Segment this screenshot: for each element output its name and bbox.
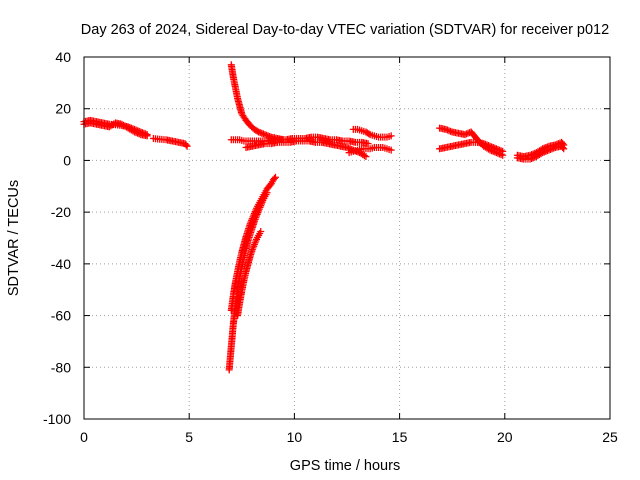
series-arc-2 xyxy=(80,119,151,140)
y-tick-label: -20 xyxy=(51,204,71,220)
x-tick-labels: 0 5 10 15 20 25 xyxy=(80,429,618,445)
chart-title: Day 263 of 2024, Sidereal Day-to-day VTE… xyxy=(81,22,609,38)
series-arc-13 xyxy=(436,138,507,155)
y-tick-label: 20 xyxy=(55,101,71,117)
data-point xyxy=(499,147,507,155)
data-point xyxy=(271,173,279,181)
series-arc-7 xyxy=(349,125,395,141)
y-axis-title: SDTVAR / TECUs xyxy=(6,180,22,296)
x-axis-title: GPS time / hours xyxy=(290,458,400,474)
y-tick-label: -80 xyxy=(51,359,71,375)
data-point xyxy=(257,228,265,236)
series-arc-8 xyxy=(345,144,395,157)
x-tick-label: 5 xyxy=(185,429,193,445)
series-arc-11 xyxy=(234,228,265,320)
data-point xyxy=(387,146,395,154)
data-point xyxy=(559,140,567,148)
data-point xyxy=(183,142,191,150)
plot-frame xyxy=(83,56,611,420)
x-tick-label: 10 xyxy=(287,429,303,445)
data-point xyxy=(387,132,395,140)
x-tick-label: 15 xyxy=(392,429,408,445)
grid-lines xyxy=(84,57,610,419)
y-tick-label: -100 xyxy=(43,411,71,427)
data-point xyxy=(537,146,545,154)
series-arc-3 xyxy=(149,134,191,150)
data-point xyxy=(360,152,368,160)
y-tick-label: 0 xyxy=(63,152,71,168)
x-tick-label: 25 xyxy=(602,429,618,445)
x-tick-label: 0 xyxy=(80,429,88,445)
data-point xyxy=(362,153,370,161)
data-point xyxy=(560,141,568,149)
data-point xyxy=(263,189,271,197)
y-tick-labels: -100 -80 -60 -40 -20 0 20 40 xyxy=(43,49,71,427)
data-point xyxy=(182,141,190,149)
data-point xyxy=(365,130,373,138)
data-point xyxy=(129,127,137,135)
series-arc-10 xyxy=(225,189,271,374)
series-arc-15 xyxy=(513,138,568,161)
y-tick-label: 40 xyxy=(55,49,71,65)
y-tick-label: -60 xyxy=(51,308,71,324)
axis-ticks xyxy=(83,56,611,420)
data-point xyxy=(270,175,278,183)
x-tick-label: 20 xyxy=(497,429,513,445)
data-point xyxy=(143,132,151,140)
data-points xyxy=(80,61,568,374)
y-tick-label: -40 xyxy=(51,256,71,272)
